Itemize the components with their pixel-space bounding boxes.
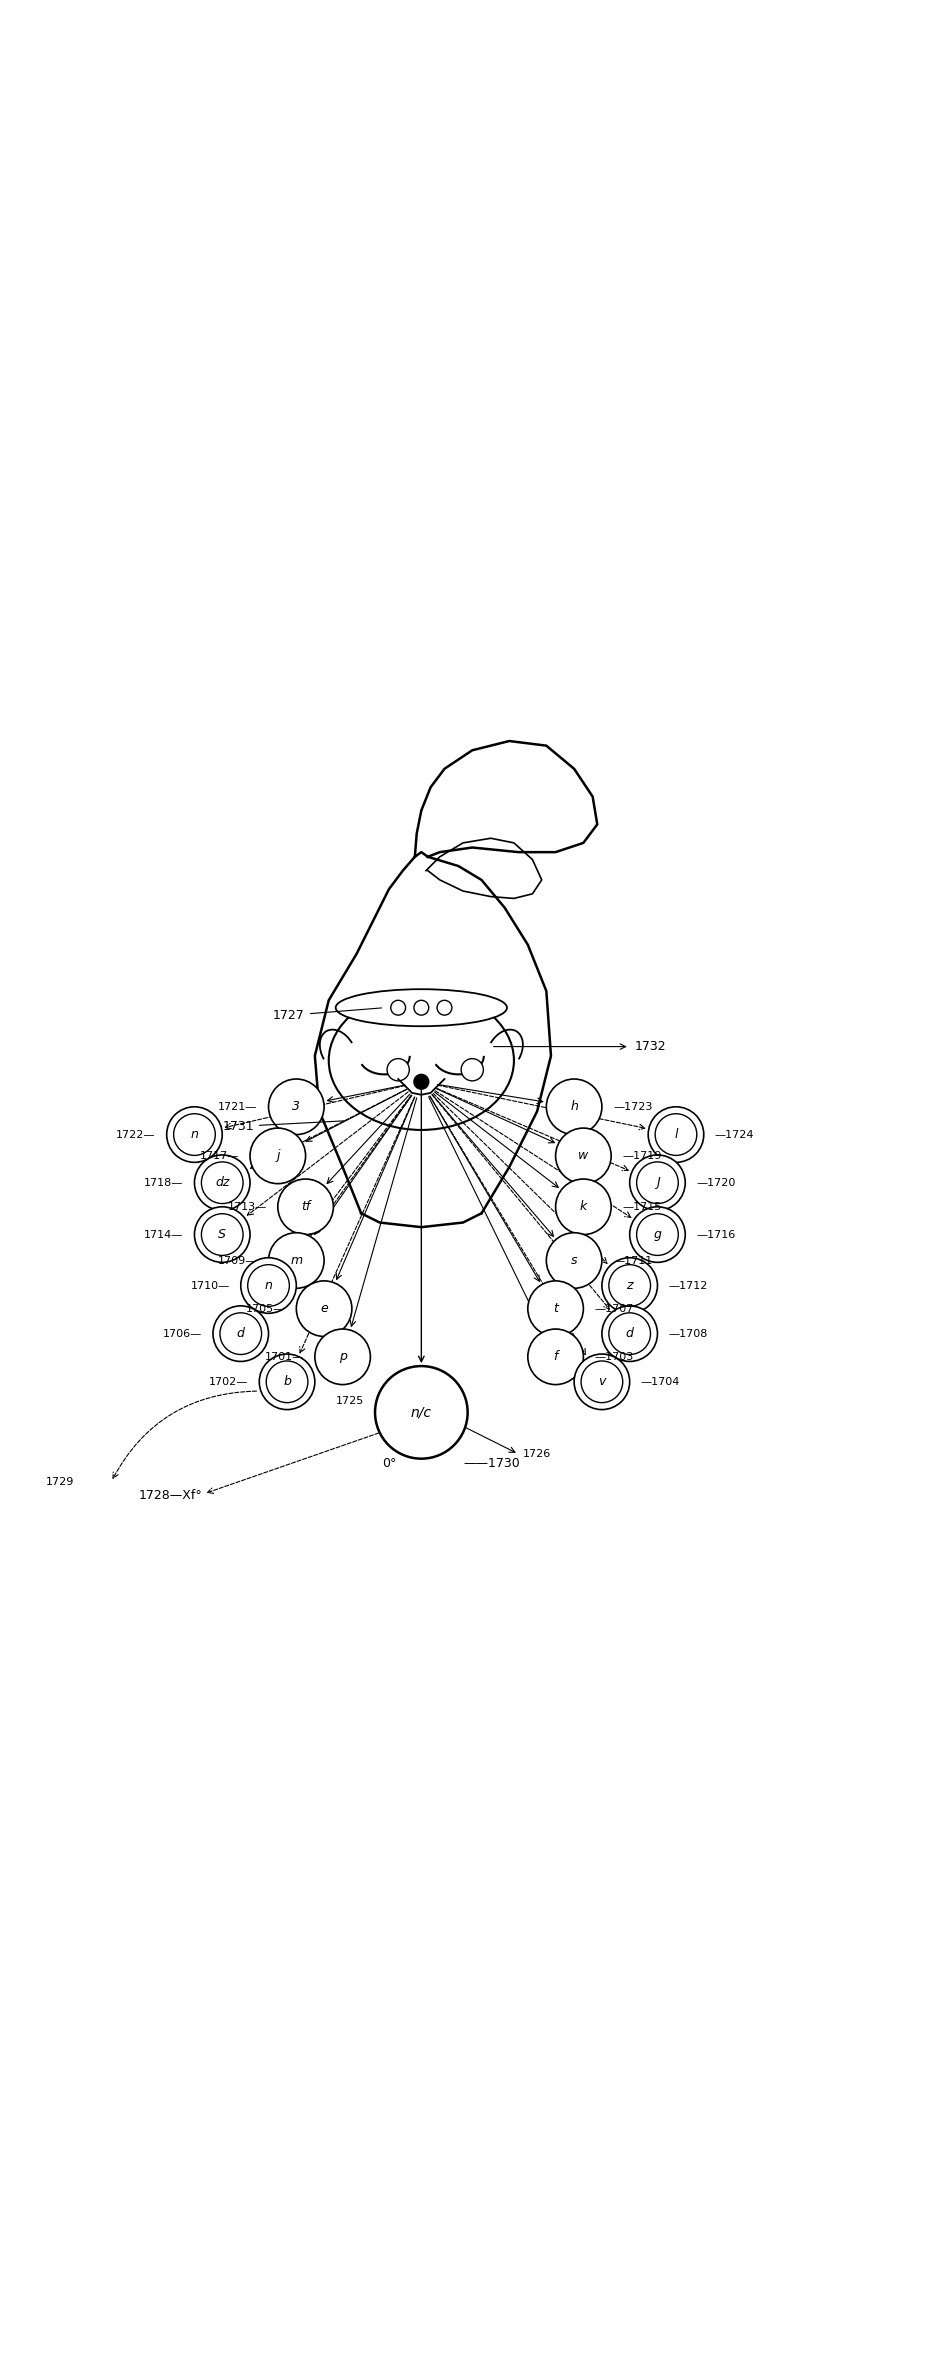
Circle shape (630, 1155, 685, 1212)
Circle shape (556, 1178, 611, 1235)
Text: k: k (580, 1200, 587, 1214)
Text: S: S (219, 1228, 226, 1240)
Circle shape (574, 1354, 630, 1411)
Text: d: d (237, 1328, 244, 1340)
Text: tf: tf (301, 1200, 310, 1214)
Circle shape (602, 1306, 657, 1361)
Circle shape (546, 1079, 602, 1136)
Ellipse shape (336, 989, 507, 1027)
Text: n: n (265, 1278, 272, 1292)
Circle shape (296, 1280, 352, 1337)
Text: —1704: —1704 (641, 1378, 681, 1387)
Circle shape (461, 1057, 483, 1081)
Text: —1715: —1715 (622, 1202, 661, 1212)
Text: m: m (290, 1254, 303, 1266)
Text: J: J (656, 1176, 659, 1190)
Circle shape (528, 1280, 583, 1337)
Circle shape (437, 1001, 452, 1015)
Circle shape (194, 1207, 250, 1261)
Text: n/c: n/c (411, 1406, 432, 1420)
Text: v: v (598, 1375, 606, 1389)
Text: 1726: 1726 (523, 1449, 552, 1458)
Text: 1731: 1731 (222, 1119, 344, 1133)
Text: j: j (276, 1150, 280, 1162)
Text: 1727: 1727 (273, 1008, 382, 1022)
Text: —1711: —1711 (613, 1257, 652, 1266)
Text: 3: 3 (293, 1100, 300, 1114)
Circle shape (278, 1178, 333, 1235)
Circle shape (269, 1079, 324, 1136)
Circle shape (167, 1107, 222, 1162)
Circle shape (414, 1074, 429, 1088)
Text: 1706—: 1706— (163, 1328, 202, 1340)
Text: d: d (626, 1328, 633, 1340)
Text: —1719: —1719 (622, 1150, 662, 1162)
Text: s: s (570, 1254, 578, 1266)
Circle shape (213, 1306, 269, 1361)
Circle shape (241, 1257, 296, 1314)
Text: dz: dz (215, 1176, 230, 1190)
Circle shape (391, 1001, 406, 1015)
Circle shape (648, 1107, 704, 1162)
Circle shape (375, 1366, 468, 1458)
Circle shape (602, 1257, 657, 1314)
Text: —1707: —1707 (594, 1304, 634, 1314)
Text: —1708: —1708 (669, 1328, 708, 1340)
Text: 1725: 1725 (335, 1397, 364, 1406)
Text: b: b (283, 1375, 291, 1389)
Text: z: z (626, 1278, 633, 1292)
Text: w: w (578, 1150, 589, 1162)
Text: 1701—: 1701— (265, 1351, 304, 1361)
Text: 1713—: 1713— (228, 1202, 267, 1212)
Text: 1728—Xf°: 1728—Xf° (139, 1489, 203, 1503)
Circle shape (250, 1129, 306, 1183)
Text: 0°: 0° (382, 1456, 396, 1470)
Text: 1710—: 1710— (191, 1280, 230, 1290)
Circle shape (315, 1330, 370, 1385)
Text: 1705—: 1705— (246, 1304, 285, 1314)
Text: —1712: —1712 (669, 1280, 708, 1290)
Text: —1703: —1703 (594, 1351, 633, 1361)
Text: 1718—: 1718— (144, 1178, 183, 1188)
Text: g: g (654, 1228, 661, 1240)
Text: h: h (570, 1100, 578, 1114)
Text: 1702—: 1702— (208, 1378, 248, 1387)
Circle shape (630, 1207, 685, 1261)
Text: ——1730: ——1730 (463, 1456, 519, 1470)
Text: 1721—: 1721— (218, 1103, 257, 1112)
Text: f: f (554, 1351, 557, 1363)
Text: 1717—: 1717— (199, 1150, 239, 1162)
Circle shape (259, 1354, 315, 1411)
Text: p: p (339, 1351, 346, 1363)
Text: 1722—: 1722— (116, 1129, 156, 1140)
Text: n: n (191, 1129, 198, 1140)
Text: t: t (553, 1302, 558, 1316)
Text: e: e (320, 1302, 328, 1316)
Circle shape (194, 1155, 250, 1212)
Text: 1729: 1729 (45, 1477, 74, 1487)
Ellipse shape (329, 991, 514, 1131)
Circle shape (528, 1330, 583, 1385)
Circle shape (556, 1129, 611, 1183)
Text: 1732: 1732 (634, 1041, 666, 1053)
Text: l: l (674, 1129, 678, 1140)
Text: —1724: —1724 (715, 1129, 755, 1140)
Text: —1716: —1716 (696, 1231, 735, 1240)
Circle shape (414, 1001, 429, 1015)
Text: 1714—: 1714— (144, 1231, 183, 1240)
Circle shape (269, 1233, 324, 1287)
Circle shape (546, 1233, 602, 1287)
Circle shape (387, 1057, 409, 1081)
Text: 1709—: 1709— (218, 1257, 257, 1266)
Text: —1723: —1723 (613, 1103, 653, 1112)
Text: —1720: —1720 (696, 1178, 736, 1188)
